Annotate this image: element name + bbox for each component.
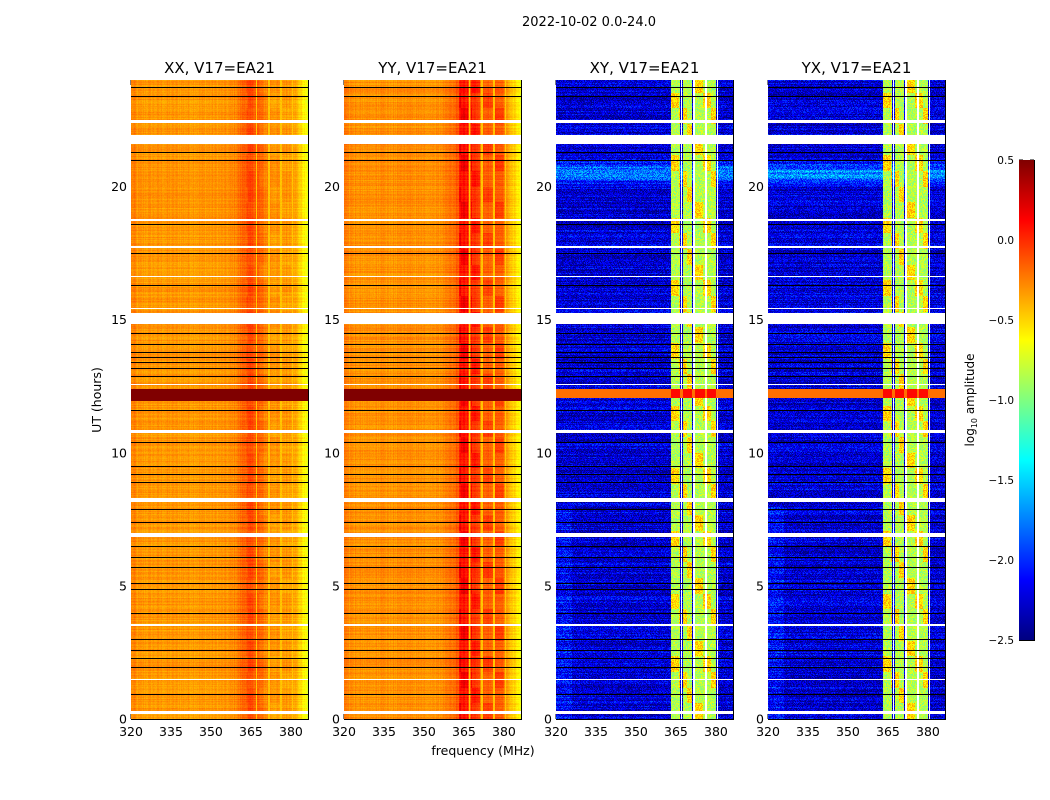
y-tick-label: 20 — [324, 179, 340, 194]
y-tick-label: 10 — [748, 445, 764, 460]
heatmap-xy — [556, 80, 733, 719]
x-tick-label: 335 — [584, 724, 608, 739]
colorbar-tick-label: 0.0 — [997, 235, 1014, 247]
x-axis-label: frequency (MHz) — [431, 743, 534, 758]
x-tick-label: 380 — [916, 724, 940, 739]
x-tick-label: 350 — [836, 724, 860, 739]
y-tick-label: 0 — [119, 712, 127, 727]
y-tick-label: 5 — [332, 578, 340, 593]
y-tick-label: 20 — [748, 179, 764, 194]
heatmap-xx — [131, 80, 308, 719]
colorbar — [1019, 160, 1034, 640]
y-tick-label: 0 — [544, 712, 552, 727]
colorbar-tick-label: −1.5 — [989, 475, 1015, 487]
colorbar-label: log10 amplitude — [963, 354, 979, 447]
y-tick-label: 10 — [324, 445, 340, 460]
x-tick-label: 350 — [624, 724, 648, 739]
colorbar-label-part: 10 — [970, 418, 979, 428]
x-tick-label: 365 — [452, 724, 476, 739]
y-tick-label: 5 — [756, 578, 764, 593]
x-tick-label: 320 — [119, 724, 143, 739]
x-tick-label: 320 — [332, 724, 356, 739]
colorbar-label-part: amplitude — [963, 354, 977, 418]
y-axis-label: UT (hours) — [89, 367, 104, 433]
y-tick-label: 15 — [536, 312, 552, 327]
x-tick-label: 320 — [544, 724, 568, 739]
x-tick-label: 365 — [664, 724, 688, 739]
y-tick-label: 0 — [756, 712, 764, 727]
x-tick-label: 320 — [756, 724, 780, 739]
y-tick-label: 10 — [536, 445, 552, 460]
panel-title: XX, V17=EA21 — [164, 59, 275, 77]
x-tick-label: 365 — [876, 724, 900, 739]
y-tick-label: 0 — [332, 712, 340, 727]
panel-title: YX, V17=EA21 — [801, 59, 912, 77]
colorbar-tick-label: −2.5 — [989, 635, 1015, 647]
x-tick-label: 365 — [239, 724, 263, 739]
y-tick-label: 15 — [111, 312, 127, 327]
heatmap-yy — [344, 80, 521, 719]
colorbar-tick-label: −1.0 — [989, 395, 1015, 407]
x-tick-label: 335 — [796, 724, 820, 739]
figure-suptitle: 2022-10-02 0.0-24.0 — [522, 15, 656, 30]
panel-title: YY, V17=EA21 — [377, 59, 487, 77]
y-tick-label: 15 — [748, 312, 764, 327]
panel-title: XY, V17=EA21 — [590, 59, 700, 77]
y-tick-label: 10 — [111, 445, 127, 460]
colorbar-tick-label: 0.5 — [997, 155, 1014, 167]
x-tick-label: 380 — [492, 724, 516, 739]
y-tick-label: 20 — [111, 179, 127, 194]
x-tick-label: 335 — [372, 724, 396, 739]
x-tick-label: 380 — [704, 724, 728, 739]
colorbar-tick-label: −2.0 — [989, 555, 1015, 567]
y-tick-label: 15 — [324, 312, 340, 327]
x-tick-label: 335 — [159, 724, 183, 739]
y-tick-label: 5 — [119, 578, 127, 593]
y-tick-label: 5 — [544, 578, 552, 593]
x-tick-label: 350 — [199, 724, 223, 739]
colorbar-tick-label: −0.5 — [989, 315, 1015, 327]
colorbar-label-part: log — [963, 428, 977, 446]
x-tick-label: 350 — [412, 724, 436, 739]
x-tick-label: 380 — [279, 724, 303, 739]
y-tick-label: 20 — [536, 179, 552, 194]
heatmap-yx — [768, 80, 945, 719]
